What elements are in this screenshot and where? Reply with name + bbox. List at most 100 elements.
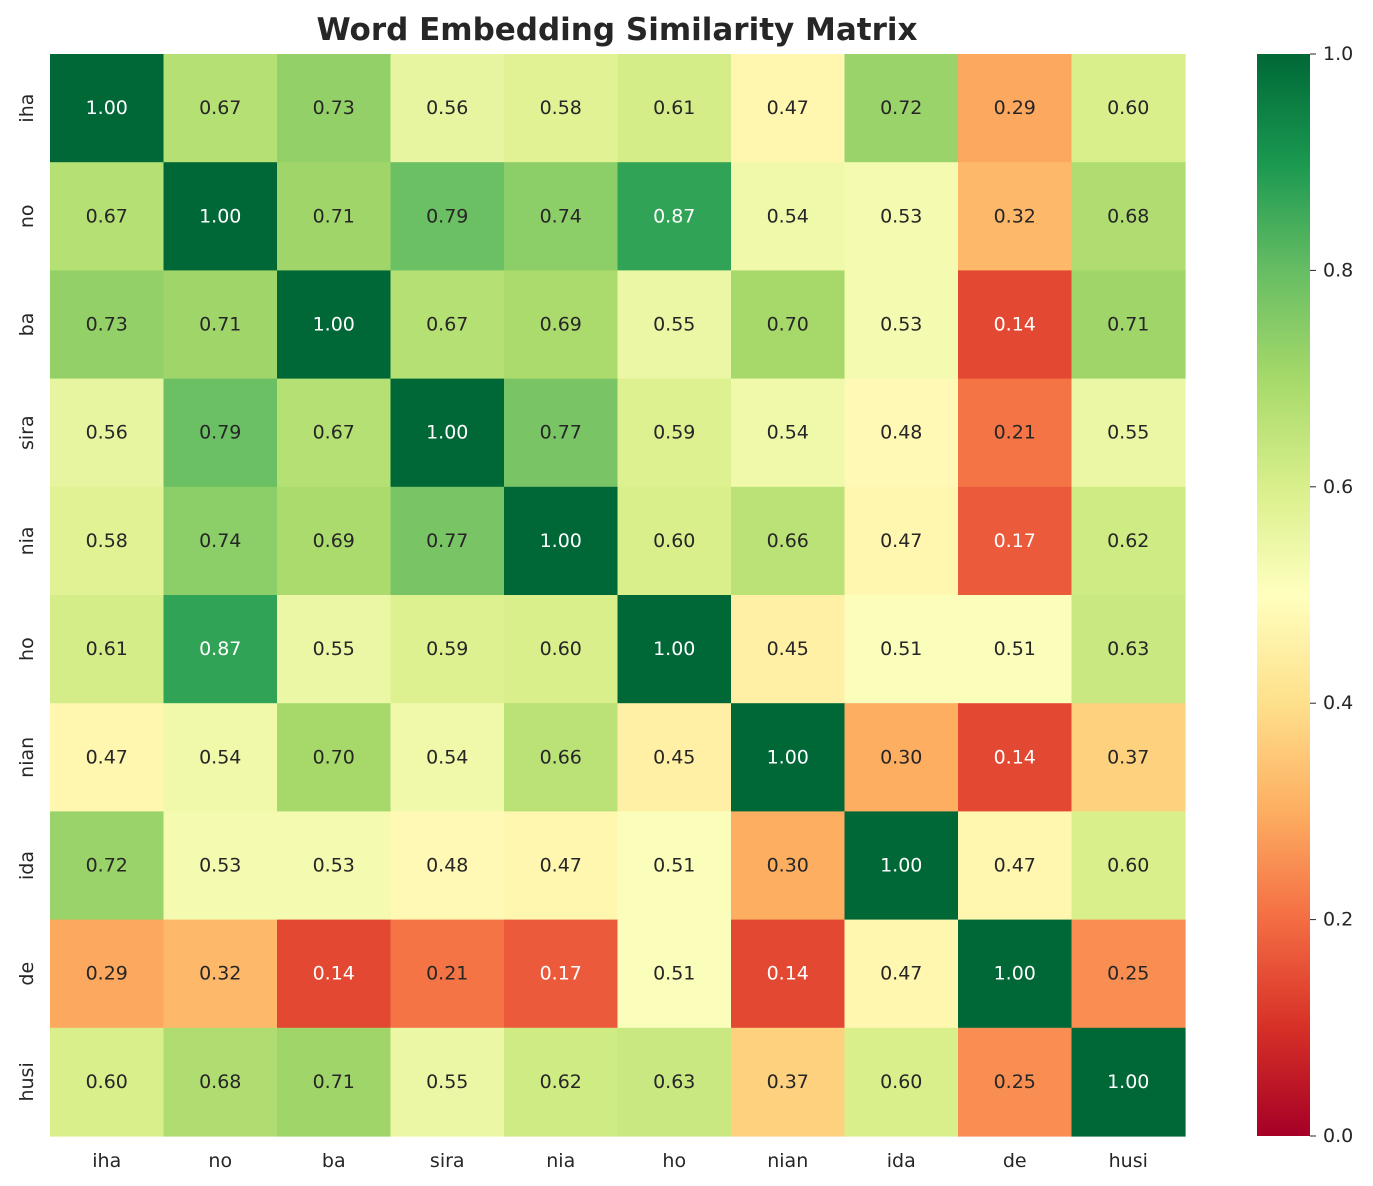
cell-value-label: 0.77 bbox=[540, 422, 582, 444]
colorbar-tick-label: 0.2 bbox=[1323, 909, 1353, 931]
heatmap-cell bbox=[163, 811, 278, 921]
heatmap-cell bbox=[844, 378, 959, 488]
heatmap-cell bbox=[1071, 811, 1186, 921]
heatmap-cell bbox=[277, 919, 392, 1029]
heatmap-cell bbox=[50, 1027, 165, 1137]
heatmap-cell bbox=[50, 162, 165, 271]
colorbar-gradient bbox=[1257, 54, 1310, 1136]
heatmap-cell bbox=[731, 811, 846, 921]
heatmap-cell bbox=[731, 486, 846, 596]
heatmap-cell bbox=[731, 54, 846, 163]
cell-value-label: 0.47 bbox=[880, 963, 922, 985]
cell-value-label: 1.00 bbox=[653, 638, 695, 660]
heatmap-cell bbox=[1071, 703, 1186, 812]
cell-value-label: 0.72 bbox=[86, 855, 128, 877]
heatmap-cell bbox=[958, 162, 1073, 271]
cell-value-label: 0.17 bbox=[994, 530, 1036, 552]
heatmap-cell bbox=[163, 595, 278, 704]
cell-value-label: 0.14 bbox=[767, 963, 809, 985]
cell-value-label: 0.70 bbox=[313, 746, 355, 768]
y-tick-label: nia bbox=[16, 526, 38, 555]
cell-value-label: 0.79 bbox=[199, 422, 241, 444]
cell-value-label: 1.00 bbox=[540, 530, 582, 552]
cell-value-label: 0.69 bbox=[540, 314, 582, 336]
heatmap-cell bbox=[390, 595, 505, 704]
cell-value-label: 0.14 bbox=[313, 963, 355, 985]
cell-value-label: 0.58 bbox=[540, 97, 582, 119]
cell-value-label: 0.69 bbox=[313, 530, 355, 552]
y-tick-label: nian bbox=[16, 737, 38, 778]
cell-value-label: 0.66 bbox=[540, 746, 582, 768]
cell-value-label: 0.45 bbox=[653, 746, 695, 768]
heatmap-cell bbox=[504, 595, 619, 704]
cell-value-label: 0.60 bbox=[540, 638, 582, 660]
heatmap-cell bbox=[50, 595, 165, 704]
cell-value-label: 0.72 bbox=[880, 97, 922, 119]
heatmap-cell bbox=[731, 270, 846, 380]
cell-value-label: 1.00 bbox=[199, 205, 241, 227]
cell-value-label: 0.56 bbox=[86, 422, 128, 444]
cell-value-label: 0.79 bbox=[426, 205, 468, 227]
cell-value-label: 1.00 bbox=[880, 855, 922, 877]
cell-value-label: 0.25 bbox=[994, 1071, 1036, 1093]
heatmap-cell bbox=[1071, 54, 1186, 163]
heatmap-cell bbox=[163, 270, 278, 380]
cell-value-label: 0.47 bbox=[86, 746, 128, 768]
heatmap-cell bbox=[958, 811, 1073, 921]
cell-value-label: 0.14 bbox=[994, 314, 1036, 336]
cell-value-label: 0.47 bbox=[767, 97, 809, 119]
cell-value-label: 0.62 bbox=[1107, 530, 1149, 552]
heatmap-cell bbox=[163, 162, 278, 271]
cell-value-label: 1.00 bbox=[994, 963, 1036, 985]
heatmap-cell bbox=[390, 162, 505, 271]
chart-title: Word Embedding Similarity Matrix bbox=[316, 12, 917, 48]
cell-value-label: 0.48 bbox=[880, 422, 922, 444]
cell-value-label: 1.00 bbox=[86, 97, 128, 119]
cell-value-label: 0.67 bbox=[86, 205, 128, 227]
cell-value-label: 0.71 bbox=[313, 1071, 355, 1093]
heatmap-cell bbox=[50, 54, 165, 163]
heatmap-cell bbox=[504, 1027, 619, 1137]
heatmap-cell bbox=[958, 486, 1073, 596]
cell-value-label: 0.87 bbox=[653, 205, 695, 227]
cell-value-label: 0.53 bbox=[880, 314, 922, 336]
heatmap-cell bbox=[1071, 919, 1186, 1029]
heatmap-cell bbox=[617, 486, 732, 596]
heatmap-cell bbox=[163, 1027, 278, 1137]
cell-value-label: 0.60 bbox=[880, 1071, 922, 1093]
heatmap-cell bbox=[277, 1027, 392, 1137]
x-tick-label: no bbox=[208, 1150, 232, 1172]
heatmap-cell bbox=[163, 54, 278, 163]
cell-value-label: 0.54 bbox=[767, 205, 809, 227]
heatmap-cell bbox=[504, 811, 619, 921]
heatmap-cell bbox=[844, 1027, 959, 1137]
cell-value-label: 0.74 bbox=[199, 530, 241, 552]
heatmap-cell bbox=[958, 595, 1073, 704]
cell-value-label: 0.47 bbox=[994, 855, 1036, 877]
cell-value-label: 0.67 bbox=[313, 422, 355, 444]
heatmap-cell bbox=[390, 486, 505, 596]
heatmap-cell bbox=[617, 811, 732, 921]
cell-value-label: 0.77 bbox=[426, 530, 468, 552]
y-tick-label: iha bbox=[16, 94, 38, 123]
cell-value-label: 0.70 bbox=[767, 314, 809, 336]
cell-value-label: 0.14 bbox=[994, 746, 1036, 768]
cell-value-label: 0.59 bbox=[426, 638, 468, 660]
cell-value-label: 0.63 bbox=[1107, 638, 1149, 660]
cell-value-label: 0.62 bbox=[540, 1071, 582, 1093]
cell-value-label: 0.61 bbox=[86, 638, 128, 660]
heatmap-cells bbox=[50, 54, 1186, 1137]
heatmap-cell bbox=[1071, 595, 1186, 704]
cell-value-label: 0.54 bbox=[767, 422, 809, 444]
cell-value-label: 0.29 bbox=[994, 97, 1036, 119]
heatmap-cell bbox=[390, 811, 505, 921]
heatmap-cell bbox=[163, 378, 278, 488]
heatmap-cell bbox=[958, 703, 1073, 812]
cell-value-label: 0.51 bbox=[653, 963, 695, 985]
cell-value-label: 0.30 bbox=[880, 746, 922, 768]
heatmap-cell bbox=[390, 1027, 505, 1137]
cell-value-label: 0.45 bbox=[767, 638, 809, 660]
heatmap-cell bbox=[50, 486, 165, 596]
heatmap-cell bbox=[277, 270, 392, 380]
